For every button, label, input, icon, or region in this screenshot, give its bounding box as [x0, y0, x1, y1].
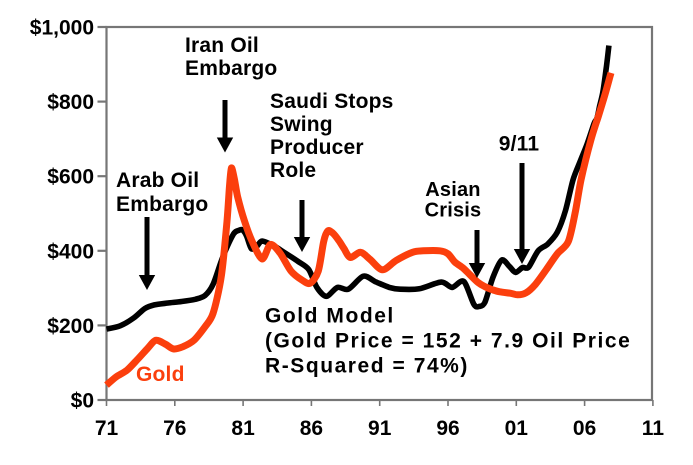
- svg-text:Embargo: Embargo: [185, 57, 277, 80]
- svg-text:96: 96: [436, 417, 459, 440]
- svg-text:Saudi Stops: Saudi Stops: [270, 90, 394, 113]
- svg-text:71: 71: [95, 417, 119, 440]
- svg-text:01: 01: [505, 417, 529, 440]
- svg-text:Swing: Swing: [270, 113, 333, 136]
- svg-text:$800: $800: [47, 91, 94, 114]
- svg-text:91: 91: [368, 417, 392, 440]
- svg-text:(Gold Price = 152 + 7.9 Oil Pr: (Gold Price = 152 + 7.9 Oil Price: [265, 330, 631, 353]
- svg-text:Crisis: Crisis: [425, 200, 482, 222]
- svg-text:$1,000: $1,000: [30, 17, 94, 40]
- svg-text:Producer: Producer: [270, 136, 364, 159]
- svg-text:Role: Role: [270, 159, 316, 182]
- svg-text:$600: $600: [47, 166, 94, 189]
- svg-text:Arab Oil: Arab Oil: [116, 169, 199, 192]
- svg-text:11: 11: [642, 417, 665, 440]
- svg-text:Asian: Asian: [425, 179, 480, 201]
- svg-text:R-Squared = 74%): R-Squared = 74%): [265, 355, 469, 378]
- svg-text:9/11: 9/11: [499, 133, 540, 156]
- svg-text:$200: $200: [47, 315, 94, 338]
- svg-text:Embargo: Embargo: [116, 193, 208, 216]
- svg-text:$400: $400: [47, 240, 94, 263]
- svg-text:81: 81: [231, 417, 255, 440]
- svg-text:Gold: Gold: [136, 363, 185, 386]
- svg-text:86: 86: [300, 417, 323, 440]
- svg-text:Iran Oil: Iran Oil: [185, 34, 259, 57]
- svg-text:76: 76: [163, 417, 186, 440]
- svg-text:Gold Model: Gold Model: [265, 305, 395, 328]
- svg-text:$0: $0: [71, 390, 94, 413]
- svg-text:06: 06: [573, 417, 596, 440]
